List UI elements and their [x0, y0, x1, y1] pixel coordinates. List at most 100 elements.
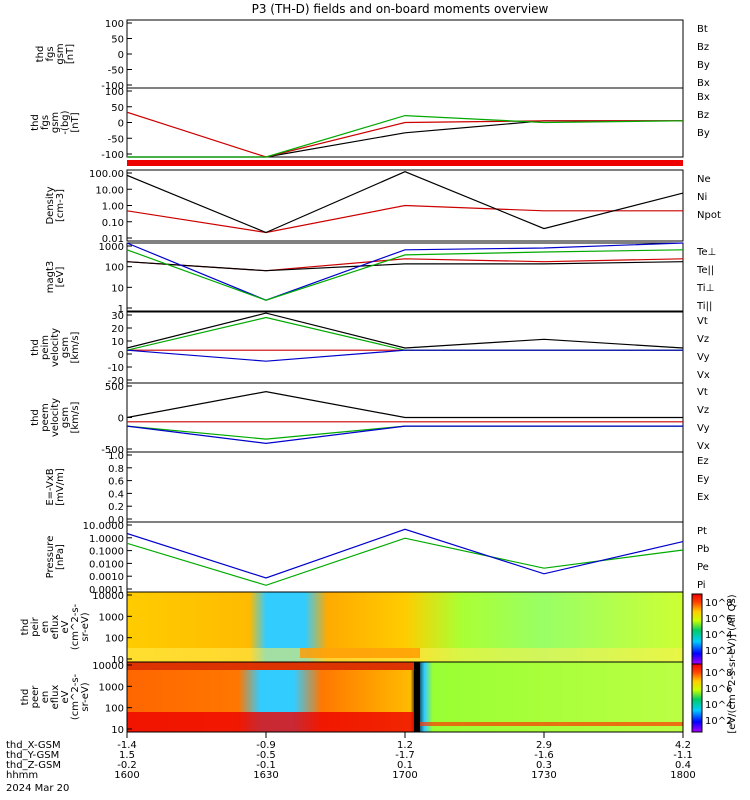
panel-pressure: 10.0000 1.0000 0.10000.0100 0.0010 0.0001 Pre…	[45, 521, 709, 596]
y-tick-label: -500	[101, 445, 124, 456]
x-tick-label: 1.5	[119, 750, 135, 761]
y-tick-label: 0.10	[102, 218, 124, 229]
legend-vt-label: Vt	[697, 316, 708, 327]
y-axis-label: gsm	[55, 43, 66, 64]
x-tick-label: 1700	[392, 770, 417, 781]
x-tick-label: -1.4	[117, 740, 137, 751]
legend-pe-label: Pe	[697, 562, 709, 573]
x-tick-label: -0.5	[256, 750, 276, 761]
y-axis-label: velocity	[50, 398, 61, 437]
y-axis-label: fgs	[40, 115, 51, 130]
y-tick-label: 10	[111, 655, 124, 666]
y-tick-label: 50	[111, 103, 124, 114]
figure-title: P3 (TH-D) fields and on-board moments ov…	[252, 2, 549, 16]
y-axis-label: [mV/m]	[55, 468, 66, 506]
series-bz-line	[126, 111, 683, 158]
y-axis-label: E=-VxB	[45, 468, 56, 505]
panel-frame	[126, 451, 684, 523]
y-axis-label: [eV]	[55, 267, 66, 288]
y-axis-label: velocity	[50, 328, 61, 367]
y-axis-label: thd	[20, 619, 31, 636]
legend-by-label: By	[697, 60, 710, 71]
y-tick-label: 10	[111, 337, 124, 348]
colorbar-tick-label: 10^4	[705, 700, 732, 711]
panel-frame	[126, 19, 684, 89]
spectrogram-band	[420, 722, 683, 726]
series-group	[126, 242, 684, 301]
legend-te-label: Te⊥	[696, 247, 716, 258]
panel-fgs_dsl: 100 50 0 -50 -100 thd fgs gsm -(bg) [nT] Bx Bz By	[30, 87, 710, 161]
y-tick-label: 30	[111, 311, 124, 322]
y-axis-label: peim	[40, 335, 51, 360]
x-tick-label: -0.9	[256, 740, 276, 751]
y-tick-label: 50	[111, 35, 124, 46]
y-axis-label: fgs	[45, 46, 56, 61]
y-axis-label: thd	[30, 409, 41, 426]
y-tick-label: 1.0000	[89, 534, 124, 545]
y-tick-label: 1000	[99, 612, 124, 623]
y-tick-label: 1000	[99, 682, 124, 693]
y-axis-label: [nT]	[70, 112, 81, 132]
panel-peir_en: 10000 1000 100 10 thd peir en eflux eV (cm^2-s-sr…	[20, 591, 684, 666]
series-group	[126, 312, 684, 362]
y-tick-label: 0	[118, 119, 124, 130]
y-tick-label: 10	[111, 283, 124, 294]
data-gap	[414, 662, 420, 732]
legend-ti-label: Ti||	[696, 301, 712, 312]
panel-peem_vel: 500 0 -500 thd peem velocity gsm [km/s] Vt Vz Vy Vx	[30, 382, 710, 456]
y-axis-label: en	[40, 621, 51, 634]
series-ti-line	[126, 242, 684, 301]
y-tick-label: 0	[118, 50, 124, 61]
y-tick-label: 0.4	[108, 489, 124, 500]
legend-bt-label: Bt	[697, 24, 708, 35]
colorbar-tick-label: 10^6	[705, 684, 732, 695]
series-vy-line	[126, 316, 683, 351]
series-pe-line	[126, 537, 684, 586]
x-tick-label: -0.2	[117, 760, 137, 771]
y-tick-label: 0.1000	[89, 547, 124, 558]
y-tick-label: 10000	[92, 661, 124, 672]
y-tick-label: -50	[108, 66, 124, 77]
spectrogram-band	[300, 648, 420, 658]
y-axis-label: sr-eV)	[80, 612, 91, 641]
x-row-label: thd_Z-GSM	[6, 760, 61, 771]
legend-ne-label: Ne	[697, 174, 711, 185]
y-axis-label: (cm^2-s-	[70, 673, 81, 720]
panel-temp: 1000 100 10 1 magt3 [eV] Te⊥ Te|| Ti⊥ Ti||	[45, 242, 716, 315]
y-tick-label: 0.0010	[89, 572, 124, 583]
y-axis-label: peer	[30, 685, 41, 709]
legend-bx-label: Bx	[697, 92, 710, 103]
colorbar-tick-label: 10^2	[705, 716, 732, 727]
series-vt-line	[126, 390, 683, 419]
colorbar-tick-label: 10^4	[705, 630, 732, 641]
x-tick-label: 1630	[253, 770, 278, 781]
y-axis-label: gsm	[60, 337, 71, 358]
legend-ey-label: Ey	[697, 474, 709, 485]
y-axis-label: eV	[60, 620, 71, 633]
x-tick-label: 1.2	[397, 740, 413, 751]
y-axis-label: thd	[30, 114, 41, 131]
series-group	[126, 111, 684, 158]
flag-strip	[127, 160, 683, 166]
y-axis-label: (cm^2-s-	[70, 603, 81, 650]
x-tick-label: 0.4	[675, 760, 691, 771]
spectrogram-hot-band	[127, 712, 417, 732]
y-tick-label: 10000	[92, 591, 124, 602]
y-axis-label: eV	[60, 690, 71, 703]
series-ti-line	[126, 249, 684, 301]
y-tick-label: 0.0	[108, 515, 124, 526]
y-axis-label: [nPa]	[55, 544, 66, 570]
series-vx-line	[126, 349, 683, 362]
y-tick-label: 100	[105, 634, 124, 645]
y-tick-label: 10.00	[95, 185, 124, 196]
y-axis-label: Pressure	[45, 536, 56, 579]
series-group	[126, 171, 684, 234]
legend-ni-label: Ni	[697, 192, 707, 203]
legend-ex-label: Ex	[697, 492, 709, 503]
x-tick-label: 1730	[531, 770, 556, 781]
y-tick-label: 1	[118, 304, 124, 315]
spectrogram-top-band	[127, 662, 417, 670]
legend-bz-label: Bz	[697, 110, 709, 121]
legend-vx-label: Vx	[697, 441, 710, 452]
series-ne-line	[126, 204, 683, 234]
